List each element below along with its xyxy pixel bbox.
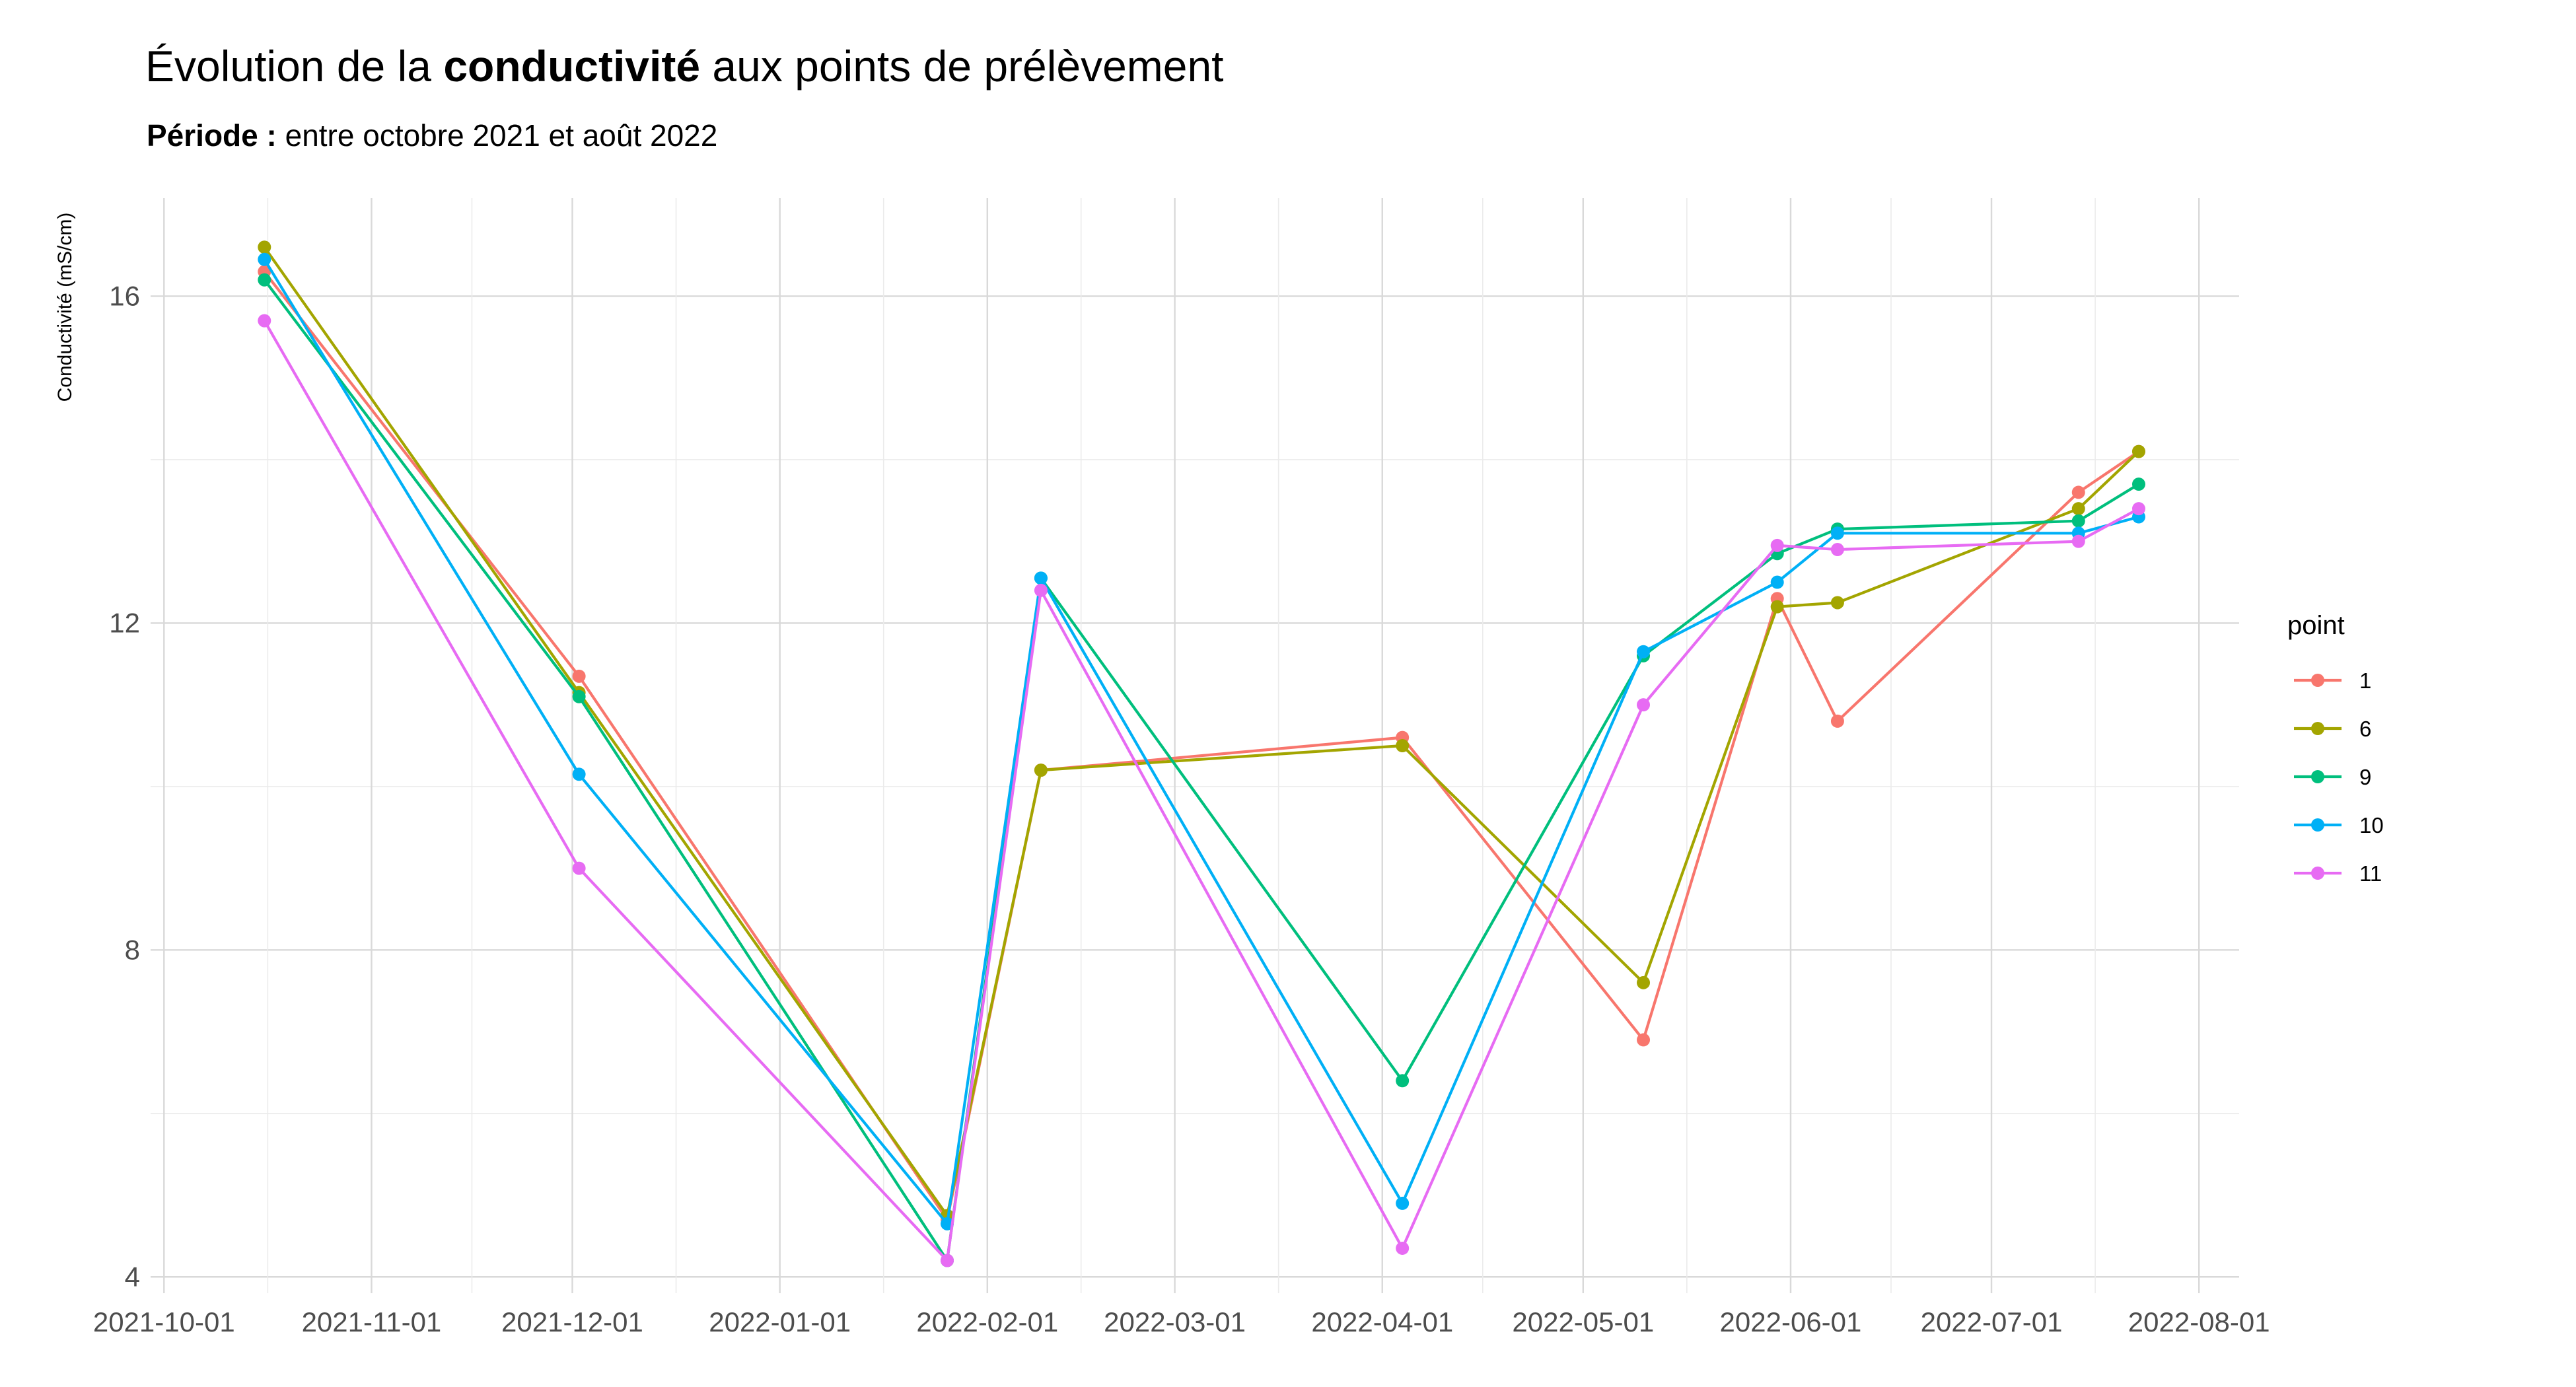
x-axis: 2021-10-01 2021-11-01 2021-12-01 2022-01-01…: [93, 1306, 2270, 1337]
x-tick-label: 2021-10-01: [93, 1306, 235, 1337]
data-point: [1637, 976, 1651, 989]
data-point: [2131, 445, 2145, 458]
series-line: [263, 246, 2140, 1217]
legend-key-point: [2311, 674, 2324, 687]
data-point: [1830, 714, 1844, 728]
y-tick-label: 4: [125, 1261, 140, 1292]
data-point: [1396, 739, 1410, 752]
legend-key-point: [2311, 722, 2324, 735]
legend-label: 6: [2359, 717, 2371, 741]
x-tick-label: 2022-05-01: [1512, 1306, 1654, 1337]
data-point: [1034, 571, 1048, 585]
x-tick-label: 2022-03-01: [1104, 1306, 1246, 1337]
data-point: [2131, 502, 2145, 516]
data-point: [2071, 534, 2085, 548]
data-point: [572, 767, 586, 781]
data-point: [572, 861, 586, 875]
title-suffix: aux points de prélèvement: [700, 42, 1224, 90]
subtitle-bold: Période :: [147, 118, 277, 153]
series-1: [258, 265, 2145, 1227]
data-point: [1830, 543, 1844, 557]
legend-item: 1: [2294, 668, 2371, 693]
chart-subtitle: Période : entre octobre 2021 et août 202…: [147, 118, 717, 153]
data-point: [258, 240, 271, 254]
legend-item: 6: [2294, 717, 2371, 741]
data-point: [1396, 1074, 1410, 1088]
series-6: [258, 240, 2145, 1223]
y-tick-label: 16: [109, 280, 140, 311]
legend-title: point: [2287, 611, 2345, 640]
legend: point 1 6 9 10 11: [2287, 611, 2384, 886]
x-tick-label: 2022-08-01: [2128, 1306, 2270, 1337]
data-point: [1034, 764, 1048, 777]
series-group: [258, 240, 2145, 1267]
chart-gridlines: [151, 198, 2239, 1293]
legend-item: 9: [2294, 765, 2371, 789]
chart-title: Évolution de la conductivité aux points …: [145, 41, 1224, 91]
y-tick-label: 12: [109, 607, 140, 638]
data-point: [941, 1254, 954, 1267]
series-10: [258, 252, 2145, 1230]
title-bold: conductivité: [443, 42, 701, 90]
data-point: [1637, 1033, 1651, 1047]
series-11: [258, 314, 2145, 1267]
x-tick-label: 2022-06-01: [1720, 1306, 1862, 1337]
data-point: [572, 669, 586, 683]
legend-key-point: [2311, 770, 2324, 783]
data-point: [258, 252, 271, 266]
data-point: [1034, 583, 1048, 597]
series-9: [258, 273, 2145, 1267]
series-line: [263, 279, 2140, 1262]
legend-label: 9: [2359, 765, 2371, 789]
data-point: [1396, 1241, 1410, 1255]
data-point: [2071, 514, 2085, 528]
y-tick-label: 8: [125, 934, 140, 965]
y-axis-title: Conductivité (mS/cm): [54, 213, 76, 402]
data-point: [2071, 502, 2085, 516]
x-tick-label: 2022-01-01: [709, 1306, 851, 1337]
data-point: [1770, 600, 1784, 614]
data-point: [1396, 1196, 1410, 1210]
data-point: [1637, 645, 1651, 658]
series-line: [263, 320, 2140, 1262]
series-line: [263, 258, 2139, 1225]
data-point: [1770, 575, 1784, 589]
data-point: [1637, 698, 1651, 712]
data-point: [258, 314, 271, 328]
title-prefix: Évolution de la: [145, 42, 444, 90]
data-point: [1830, 596, 1844, 610]
legend-key-point: [2311, 818, 2324, 832]
legend-item: 11: [2294, 861, 2382, 886]
series-line: [263, 271, 2140, 1221]
legend-label: 11: [2359, 861, 2382, 886]
x-tick-label: 2021-11-01: [302, 1306, 442, 1337]
data-point: [2071, 485, 2085, 499]
subtitle-rest: entre octobre 2021 et août 2022: [276, 118, 718, 153]
data-point: [572, 690, 586, 703]
x-tick-label: 2022-07-01: [1921, 1306, 2063, 1337]
data-point: [258, 273, 271, 287]
legend-label: 1: [2359, 668, 2371, 693]
legend-item: 10: [2294, 813, 2384, 837]
data-point: [1770, 538, 1784, 552]
legend-label: 10: [2359, 813, 2384, 837]
legend-key-point: [2311, 867, 2324, 880]
x-tick-label: 2022-04-01: [1311, 1306, 1453, 1337]
data-point: [2131, 478, 2145, 491]
data-point: [1830, 526, 1844, 540]
y-axis: 4 8 12 16: [109, 280, 140, 1292]
x-tick-label: 2022-02-01: [916, 1306, 1058, 1337]
x-tick-label: 2021-12-01: [501, 1306, 643, 1337]
